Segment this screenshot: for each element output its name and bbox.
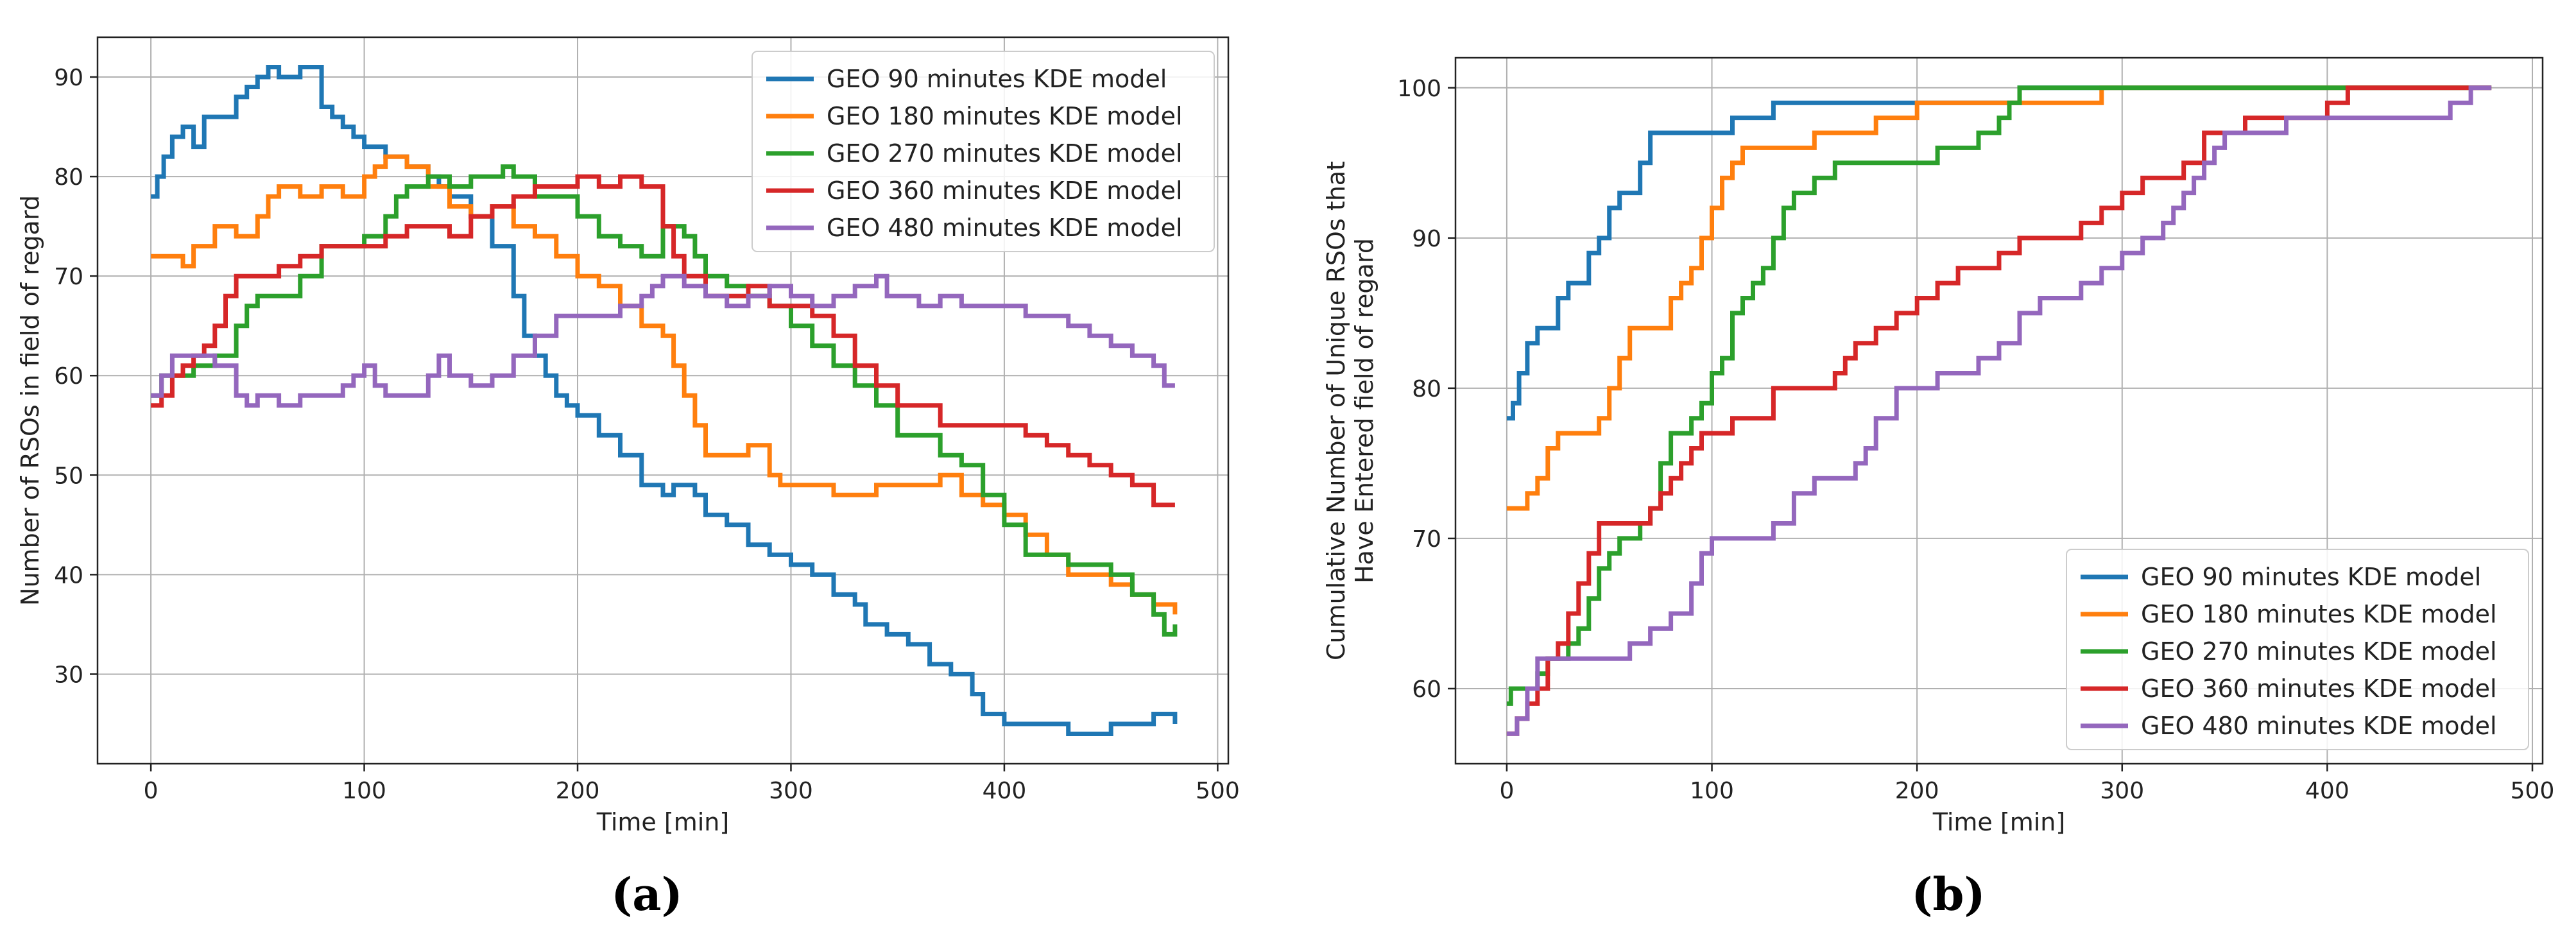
legend-entry: GEO 90 minutes KDE model	[2141, 563, 2481, 591]
series-line-5	[151, 273, 1175, 408]
x-tick-label: 500	[1196, 778, 1240, 804]
series-line-5	[1506, 85, 2492, 736]
legend: GEO 90 minutes KDE model GEO 180 minutes …	[2066, 549, 2529, 750]
series-line-3	[151, 164, 1178, 637]
x-tick-label: 200	[556, 778, 600, 804]
y-tick-label: 80	[1412, 376, 1441, 402]
panel-b: 0 100 200 300 400 500 60 70 80 90 100 Time [min] Cum…	[1322, 56, 2555, 921]
x-tick-label: 500	[2511, 778, 2555, 804]
y-axis-label: Cumulative Number of Unique RSOs thatHav…	[1322, 161, 1378, 660]
legend-entry: GEO 360 minutes KDE model	[2141, 675, 2497, 703]
panel-label: (b)	[1911, 868, 1985, 921]
legend-box	[751, 51, 1215, 252]
series-line-2	[151, 154, 1178, 615]
panel-label: (a)	[611, 868, 683, 921]
legend-entry: GEO 270 minutes KDE model	[2141, 637, 2497, 666]
x-tick-label: 400	[983, 778, 1027, 804]
y-tick-label: 40	[54, 562, 83, 589]
x-tick-label: 0	[144, 778, 159, 804]
legend-entry: GEO 180 minutes KDE model	[2141, 600, 2497, 628]
x-tick-label: 0	[1499, 778, 1514, 804]
legend-entry: GEO 480 minutes KDE model	[2141, 712, 2497, 740]
x-tick-label: 400	[2305, 778, 2349, 804]
x-tick-label: 100	[1690, 778, 1734, 804]
y-tick-label: 100	[1397, 76, 1441, 102]
y-axis-label: Number of RSOs in field of regard	[16, 195, 44, 606]
plot-frame	[96, 36, 1230, 765]
x-tick-label: 300	[2100, 778, 2144, 804]
plot-frame	[1454, 56, 2544, 765]
legend-entry: GEO 480 minutes KDE model	[827, 214, 1183, 242]
x-tick-label: 100	[342, 778, 386, 804]
x-axis-label: Time [min]	[596, 808, 729, 836]
legend-entry: GEO 360 minutes KDE model	[827, 176, 1183, 205]
y-tick-label: 30	[54, 662, 83, 688]
y-tick-label: 90	[54, 65, 83, 91]
x-tick-label: 300	[769, 778, 813, 804]
y-tick-label: 60	[54, 363, 83, 390]
y-tick-label: 70	[1412, 526, 1441, 553]
legend-entry: GEO 180 minutes KDE model	[827, 102, 1183, 130]
series-line-4	[151, 174, 1175, 508]
y-tick-label: 60	[1412, 676, 1441, 703]
y-tick-label: 50	[54, 463, 83, 489]
legend-box	[2066, 549, 2529, 750]
series-line-4	[1506, 85, 2492, 736]
legend-entry: GEO 90 minutes KDE model	[827, 65, 1167, 93]
legend-entry: GEO 270 minutes KDE model	[827, 139, 1183, 168]
panel-a: 0 100 200 300 400 500 30 40 50 60 70 80 90 Time [min]…	[16, 36, 1240, 921]
legend: GEO 90 minutes KDE model GEO 180 minutes …	[751, 51, 1215, 252]
x-tick-label: 200	[1895, 778, 1939, 804]
x-axis-label: Time [min]	[1932, 808, 2065, 836]
y-tick-label: 80	[54, 164, 83, 191]
series-line-2	[1506, 85, 2492, 511]
series-line-1	[1506, 85, 2492, 421]
series-line-1	[151, 65, 1178, 736]
y-tick-label: 90	[1412, 226, 1441, 252]
y-tick-label: 70	[54, 264, 83, 290]
series-line-3	[1506, 85, 2492, 706]
